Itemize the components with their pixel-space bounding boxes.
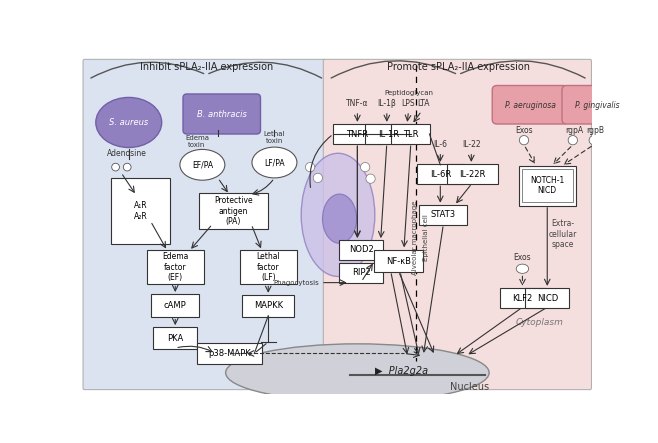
FancyBboxPatch shape xyxy=(151,294,199,317)
FancyBboxPatch shape xyxy=(153,327,197,349)
Text: Phagocytosis: Phagocytosis xyxy=(274,280,319,286)
FancyBboxPatch shape xyxy=(183,94,261,134)
FancyBboxPatch shape xyxy=(199,193,268,229)
Text: Exos: Exos xyxy=(514,253,531,262)
FancyBboxPatch shape xyxy=(447,164,497,184)
FancyBboxPatch shape xyxy=(323,59,592,390)
Text: S. aureus: S. aureus xyxy=(109,118,148,127)
Text: Lethal
factor
(LF): Lethal factor (LF) xyxy=(257,253,280,282)
Ellipse shape xyxy=(96,97,162,148)
Text: Inhibit sPLA₂-IIA expression: Inhibit sPLA₂-IIA expression xyxy=(139,62,273,72)
Text: Lethal
toxin: Lethal toxin xyxy=(264,132,285,144)
FancyBboxPatch shape xyxy=(339,240,384,260)
Ellipse shape xyxy=(180,149,225,180)
Text: RIP2: RIP2 xyxy=(352,268,370,277)
Text: IL-6: IL-6 xyxy=(434,140,447,148)
Circle shape xyxy=(589,136,598,145)
Text: IL-1R: IL-1R xyxy=(378,129,399,139)
Text: IL-22R: IL-22R xyxy=(459,170,485,179)
Text: P. gingivalis: P. gingivalis xyxy=(575,101,620,110)
Circle shape xyxy=(366,174,375,183)
Text: Edema
toxin: Edema toxin xyxy=(185,135,209,148)
Text: Alveolar macrophage: Alveolar macrophage xyxy=(413,201,418,275)
Text: IL-6R: IL-6R xyxy=(430,170,451,179)
FancyBboxPatch shape xyxy=(83,59,326,390)
Text: LTA: LTA xyxy=(417,99,430,108)
Text: TNFR: TNFR xyxy=(346,129,368,139)
Text: IL-22: IL-22 xyxy=(462,140,480,148)
Text: rgpB: rgpB xyxy=(586,126,604,135)
FancyBboxPatch shape xyxy=(240,250,297,284)
FancyBboxPatch shape xyxy=(525,288,569,308)
Text: Peptidoglycan: Peptidoglycan xyxy=(384,90,433,96)
Text: NOTCH-1
NICD: NOTCH-1 NICD xyxy=(530,176,565,195)
Text: EF/PA: EF/PA xyxy=(192,160,213,169)
Text: PKA: PKA xyxy=(167,334,184,342)
Circle shape xyxy=(313,173,322,183)
FancyBboxPatch shape xyxy=(339,263,384,283)
Text: A₁R
A₂R: A₁R A₂R xyxy=(134,201,147,221)
FancyBboxPatch shape xyxy=(562,85,633,124)
Text: Exos: Exos xyxy=(515,126,533,135)
Text: Edema
factor
(EF): Edema factor (EF) xyxy=(162,253,188,282)
Text: p38-MAPK: p38-MAPK xyxy=(208,349,251,358)
Text: LF/PA: LF/PA xyxy=(264,158,285,167)
Text: Adenosine: Adenosine xyxy=(107,149,146,158)
Text: Extra-
cellular
space: Extra- cellular space xyxy=(549,219,577,249)
Text: Cytoplasm: Cytoplasm xyxy=(516,318,563,327)
FancyBboxPatch shape xyxy=(147,250,204,284)
Text: KLF2: KLF2 xyxy=(513,294,532,303)
Circle shape xyxy=(112,163,120,171)
Text: STAT3: STAT3 xyxy=(431,210,456,219)
Text: Protective
antigen
(PA): Protective antigen (PA) xyxy=(214,196,253,226)
Text: Promote sPLA₂-IIA expression: Promote sPLA₂-IIA expression xyxy=(387,62,530,72)
Text: Nucleus: Nucleus xyxy=(450,381,490,392)
Text: Epithelial cell: Epithelial cell xyxy=(422,214,428,261)
Text: TLR: TLR xyxy=(403,129,418,139)
FancyBboxPatch shape xyxy=(417,164,463,184)
FancyBboxPatch shape xyxy=(332,124,382,144)
Text: cAMP: cAMP xyxy=(164,301,187,310)
Text: LPS: LPS xyxy=(402,99,415,108)
Ellipse shape xyxy=(301,153,375,276)
FancyBboxPatch shape xyxy=(365,124,412,144)
Text: MAPKK: MAPKK xyxy=(254,301,283,310)
Text: ▶  Pla2g2a: ▶ Pla2g2a xyxy=(375,366,428,376)
Text: NF-κB: NF-κB xyxy=(386,256,411,265)
Circle shape xyxy=(519,136,528,145)
FancyBboxPatch shape xyxy=(519,166,576,206)
FancyBboxPatch shape xyxy=(500,288,545,308)
Text: rgpA: rgpA xyxy=(565,126,584,135)
Circle shape xyxy=(305,163,315,172)
Text: NOD2: NOD2 xyxy=(349,245,374,254)
Circle shape xyxy=(568,136,578,145)
Text: P. aeruginosa: P. aeruginosa xyxy=(505,101,555,110)
Ellipse shape xyxy=(226,344,489,402)
FancyBboxPatch shape xyxy=(197,343,262,364)
Ellipse shape xyxy=(517,264,528,273)
FancyBboxPatch shape xyxy=(392,124,430,144)
FancyBboxPatch shape xyxy=(492,85,568,124)
Text: TNF-α: TNF-α xyxy=(346,99,368,108)
FancyBboxPatch shape xyxy=(242,295,294,316)
FancyBboxPatch shape xyxy=(374,250,423,272)
FancyBboxPatch shape xyxy=(419,205,467,225)
Text: NICD: NICD xyxy=(537,294,558,303)
Ellipse shape xyxy=(322,194,357,243)
Text: B. anthracis: B. anthracis xyxy=(197,110,247,119)
Ellipse shape xyxy=(252,147,297,178)
Text: IL-1β: IL-1β xyxy=(378,99,396,108)
Circle shape xyxy=(361,163,370,172)
Circle shape xyxy=(123,163,131,171)
